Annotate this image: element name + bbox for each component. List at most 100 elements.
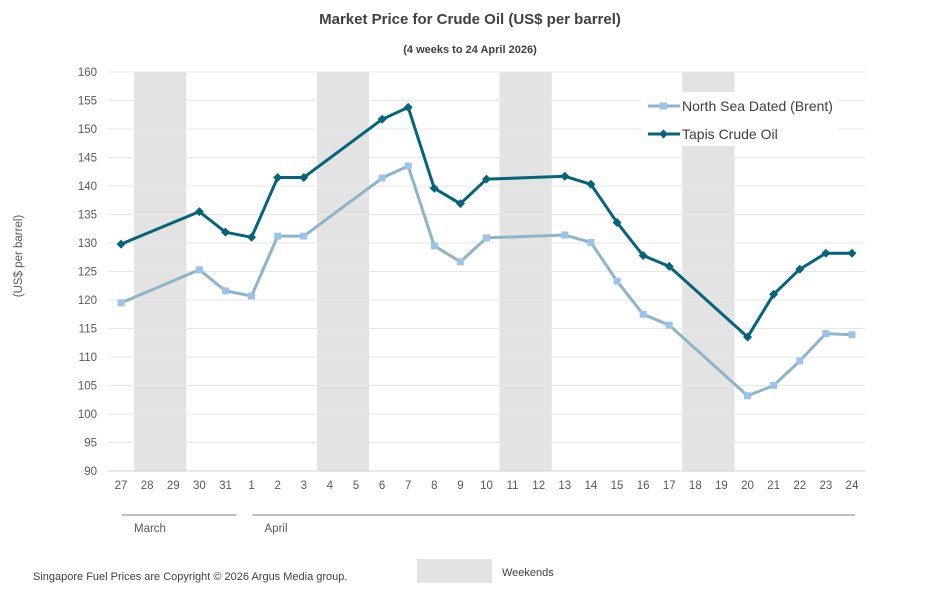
legend-box <box>641 92 838 146</box>
y-axis-label: (US$ per barrel) <box>13 215 25 298</box>
data-point-tapis <box>403 102 413 112</box>
data-point-tapis <box>821 248 831 258</box>
data-point-tapis <box>638 251 648 261</box>
chart-subtitle: (4 weeks to 24 April 2026) <box>403 44 537 56</box>
y-tick-label: 90 <box>84 466 97 478</box>
data-point-brent <box>117 299 125 307</box>
y-tick-label: 120 <box>78 295 97 307</box>
legend-label-tapis: Tapis Crude Oil <box>682 126 778 142</box>
series-lines <box>116 102 857 400</box>
data-point-brent <box>195 266 203 274</box>
y-tick-label: 160 <box>78 67 97 79</box>
legend: North Sea Dated (Brent) Tapis Crude Oil <box>641 92 838 146</box>
y-tick-label: 110 <box>79 352 97 364</box>
x-tick-label: 31 <box>219 480 232 492</box>
data-point-tapis <box>769 289 779 299</box>
x-tick-label: 18 <box>689 480 702 492</box>
data-point-brent <box>378 174 386 182</box>
data-point-brent <box>639 310 647 318</box>
series-line-brent <box>120 164 853 398</box>
data-point-brent <box>770 382 778 389</box>
data-point-brent <box>744 392 752 400</box>
data-point-brent <box>430 242 438 250</box>
x-tick-label: 29 <box>167 480 180 492</box>
y-axis-ticks: 90 95 100 105 110 115 120 125 130 135 140 145 150 155… <box>78 67 97 478</box>
data-point-brent <box>848 331 856 339</box>
x-tick-label: 5 <box>353 480 359 492</box>
data-point-tapis <box>116 239 126 249</box>
x-tick-label: 20 <box>741 480 754 492</box>
data-point-brent <box>456 258 464 266</box>
data-point-tapis <box>482 174 491 184</box>
data-point-brent <box>300 232 308 240</box>
data-point-tapis <box>586 179 596 189</box>
y-tick-label: 115 <box>79 324 97 336</box>
legend-label-brent: North Sea Dated (Brent) <box>682 98 833 114</box>
x-tick-label: 8 <box>431 480 437 492</box>
data-point-brent <box>483 234 490 242</box>
data-point-tapis <box>429 183 439 193</box>
x-tick-label: 23 <box>819 480 832 492</box>
gridlines <box>108 71 865 472</box>
month-label: March <box>134 523 166 535</box>
data-point-brent <box>587 238 595 246</box>
data-point-tapis <box>377 114 387 124</box>
month-label: April <box>265 523 288 535</box>
x-tick-label: 13 <box>558 480 571 492</box>
data-point-tapis <box>299 172 309 182</box>
data-point-brent <box>248 292 256 300</box>
data-point-tapis <box>795 264 805 274</box>
data-point-brent <box>796 357 804 365</box>
x-tick-label: 2 <box>274 480 280 492</box>
data-point-tapis <box>247 232 257 242</box>
data-point-brent <box>221 287 229 295</box>
data-point-tapis <box>220 227 230 237</box>
data-point-tapis <box>455 199 465 209</box>
data-point-tapis <box>560 171 570 181</box>
x-tick-label: 1 <box>248 480 254 492</box>
data-point-tapis <box>743 332 753 342</box>
data-point-tapis <box>664 261 674 271</box>
x-tick-label: 30 <box>193 480 206 492</box>
y-tick-label: 145 <box>78 153 97 165</box>
x-tick-label: 3 <box>301 480 307 492</box>
data-point-tapis <box>847 248 857 258</box>
x-tick-label: 27 <box>115 480 128 492</box>
legend-marker-tapis <box>659 129 668 139</box>
x-tick-label: 7 <box>405 480 411 492</box>
weekend-legend-label: Weekends <box>502 567 554 579</box>
data-point-tapis <box>612 217 622 227</box>
data-point-brent <box>404 162 412 170</box>
x-tick-label: 15 <box>611 480 624 492</box>
data-point-brent <box>822 330 830 338</box>
x-tick-label: 16 <box>637 480 650 492</box>
y-tick-label: 100 <box>78 409 97 421</box>
data-point-brent <box>665 321 673 329</box>
y-tick-label: 155 <box>78 96 97 108</box>
x-axis-ticks: 27 28 29 30 31 1 2 3 4 5 6 7 8 9 10 11 12 13 14 15 16 17 18 19 2… <box>115 480 859 492</box>
x-tick-label: 4 <box>327 480 334 492</box>
y-tick-label: 135 <box>78 210 97 222</box>
x-tick-label: 19 <box>715 480 728 492</box>
data-point-brent <box>613 277 621 285</box>
y-tick-label: 125 <box>78 267 97 279</box>
data-point-brent <box>561 231 569 239</box>
chart-title: Market Price for Crude Oil (US$ per barr… <box>319 11 621 28</box>
x-tick-label: 11 <box>507 480 519 492</box>
x-tick-label: 21 <box>767 480 780 492</box>
x-tick-label: 24 <box>846 480 859 492</box>
x-tick-label: 28 <box>141 480 154 492</box>
data-point-tapis <box>194 207 204 217</box>
x-tick-label: 12 <box>532 480 545 492</box>
month-groups: March April <box>122 514 855 535</box>
x-tick-label: 22 <box>793 480 806 492</box>
x-tick-label: 9 <box>457 480 463 492</box>
x-tick-label: 10 <box>480 480 493 492</box>
y-tick-label: 105 <box>78 381 97 393</box>
weekend-legend-swatch <box>417 559 492 583</box>
copyright-note: Singapore Fuel Prices are Copyright © 20… <box>33 571 347 583</box>
data-point-tapis <box>273 172 283 182</box>
y-tick-label: 140 <box>78 181 97 193</box>
y-tick-label: 95 <box>84 438 97 450</box>
